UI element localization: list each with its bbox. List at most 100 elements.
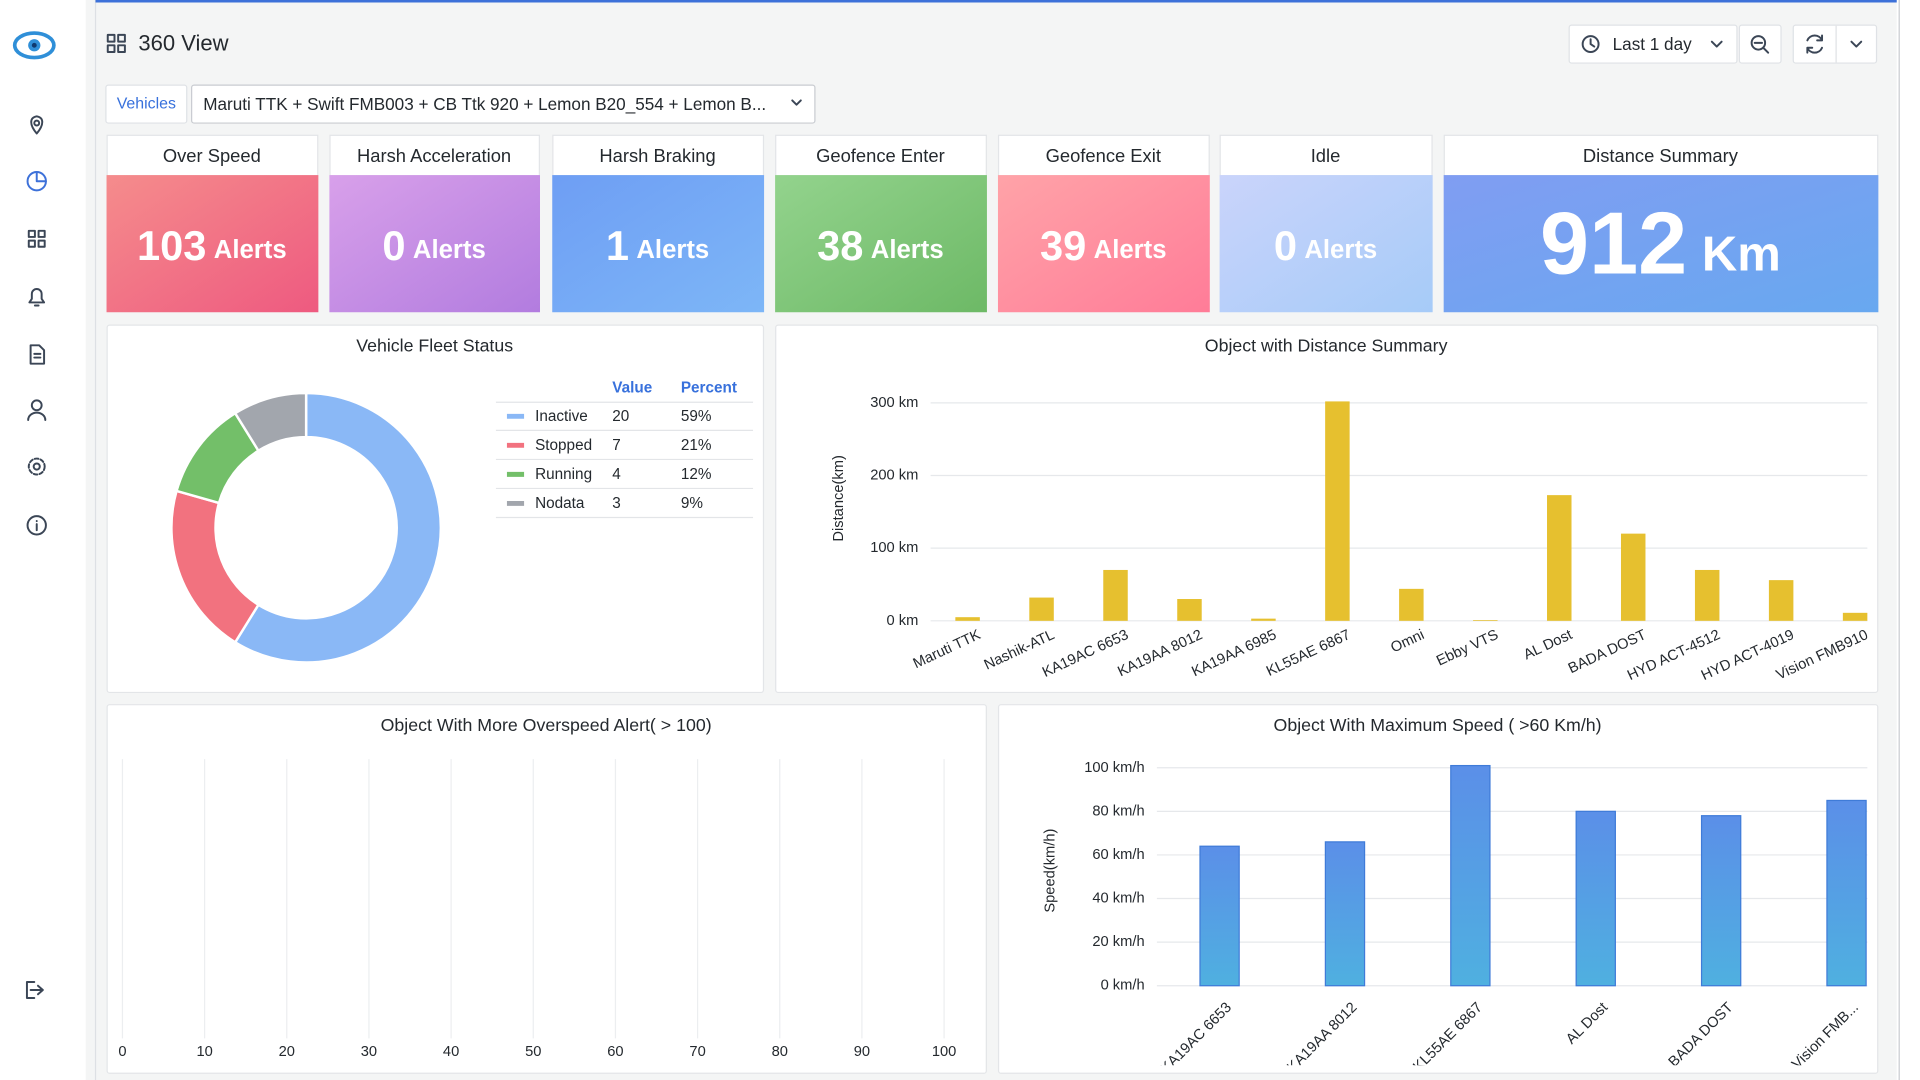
card-title: Geofence Enter (816, 145, 945, 166)
nav-alerts[interactable] (28, 288, 46, 307)
card-title: Distance Summary (1583, 145, 1739, 166)
card-unit: Alerts (1094, 236, 1167, 264)
legend-header: Value (612, 380, 652, 397)
bar (1251, 618, 1276, 621)
y-tick-label: 0 km (887, 613, 919, 629)
card-value: 1 Alerts (606, 221, 709, 268)
bar (1700, 815, 1742, 987)
bar (955, 617, 980, 621)
nav-user[interactable] (27, 399, 47, 421)
card-title: Harsh Braking (599, 145, 715, 166)
sidebar (0, 0, 86, 1080)
x-tick-label: 90 (854, 1044, 870, 1060)
y-tick-label: 40 km/h (1092, 891, 1144, 907)
legend-percent: 12% (681, 466, 712, 483)
scroll-track (1896, 0, 1920, 1080)
y-tick-label: 100 km/h (1084, 760, 1144, 776)
y-tick-label: 0 km/h (1101, 978, 1145, 994)
nav-settings[interactable] (27, 457, 46, 476)
bar (1694, 569, 1720, 621)
bar (1473, 620, 1498, 621)
zoom-out[interactable] (1738, 24, 1782, 64)
card-number: 38 (817, 221, 863, 268)
chart-title: Object With More Overspeed Alert( > 100) (381, 715, 712, 735)
time-picker[interactable]: Last 1 day (1568, 24, 1738, 64)
x-tick-label: 50 (525, 1044, 541, 1060)
stat-card: Geofence Exit 39 Alerts (997, 134, 1210, 313)
filter-label: Vehicles (117, 96, 176, 113)
card-body (329, 175, 540, 313)
card-unit: Alerts (1304, 236, 1377, 264)
card-value: 39 Alerts (1040, 221, 1167, 268)
card-value: 0 Alerts (1274, 221, 1377, 268)
legend-value: 3 (612, 495, 621, 512)
chart-title: Vehicle Fleet Status (356, 335, 513, 355)
y-tick-label: 80 km/h (1092, 803, 1144, 819)
card-number: 0 (1274, 221, 1297, 268)
chart-title: Object with Distance Summary (1205, 335, 1448, 355)
bar (1450, 764, 1491, 987)
time-range: Last 1 day (1613, 34, 1692, 54)
bar (1324, 841, 1366, 987)
card-unit: Alerts (636, 236, 709, 264)
card-number: 103 (137, 221, 206, 268)
card-title: Geofence Exit (1046, 145, 1161, 166)
x-tick-label: 80 (772, 1044, 788, 1060)
nav-dashboard[interactable] (26, 171, 47, 192)
bar (1575, 810, 1616, 987)
card-title: Idle (1311, 145, 1341, 166)
bar (1768, 580, 1794, 621)
card-value: 38 Alerts (817, 221, 944, 268)
legend-name: Inactive (535, 408, 588, 425)
card-number: 1 (606, 221, 629, 268)
stat-card: Over Speed 103 Alerts (106, 134, 319, 313)
nav-reports[interactable] (29, 344, 46, 365)
card-body (997, 175, 1210, 313)
x-tick-label: 100 (932, 1044, 957, 1060)
view-icon (106, 33, 126, 54)
vehicle-filter[interactable]: Vehicles Maruti TTK + Swift FMB003 + CB … (105, 84, 816, 124)
bar (1029, 597, 1054, 621)
nav-logout[interactable] (25, 981, 44, 999)
card-number: 39 (1040, 221, 1086, 268)
stat-card: Harsh Braking 1 Alerts (552, 134, 765, 313)
card-value: 0 Alerts (382, 221, 485, 268)
bar (1547, 495, 1572, 621)
card-header (997, 134, 1210, 177)
x-tick-label: 10 (196, 1044, 212, 1060)
card-number: 912 (1540, 193, 1687, 292)
card-value: 103 Alerts (137, 221, 287, 268)
refresh[interactable] (1792, 24, 1878, 64)
x-tick-label: 70 (689, 1044, 705, 1060)
legend-name: Running (535, 466, 592, 483)
legend-value: 7 (612, 437, 621, 454)
chart-title: Object With Maximum Speed ( >60 Km/h) (1274, 715, 1602, 735)
card-unit: Alerts (413, 236, 486, 264)
x-tick-label: 60 (607, 1044, 623, 1060)
y-tick-label: 300 km (870, 395, 918, 411)
stat-card: Distance Summary 912 Km (1443, 134, 1879, 313)
card-unit: Alerts (871, 236, 944, 264)
y-tick-label: 60 km/h (1092, 847, 1144, 863)
x-tick-label: 30 (361, 1044, 377, 1060)
y-tick-label: 200 km (870, 468, 918, 484)
bar (1325, 401, 1350, 621)
card-number: 0 (382, 221, 405, 268)
y-tick-label: 20 km/h (1092, 934, 1144, 950)
nav-info[interactable] (26, 515, 47, 536)
legend-percent: 21% (681, 437, 712, 454)
legend-percent: 59% (681, 408, 712, 425)
donut-slice (233, 391, 443, 664)
nav-apps[interactable] (27, 229, 46, 248)
card-body (552, 175, 765, 313)
card-unit: Km (1702, 228, 1781, 282)
stat-card: Idle 0 Alerts (1219, 134, 1433, 313)
logo[interactable] (12, 31, 56, 60)
card-unit: Alerts (214, 236, 287, 264)
legend-value: 4 (612, 466, 621, 483)
card-title: Harsh Acceleration (357, 145, 511, 166)
nav-location[interactable] (30, 115, 44, 135)
legend-value: 20 (612, 408, 629, 425)
